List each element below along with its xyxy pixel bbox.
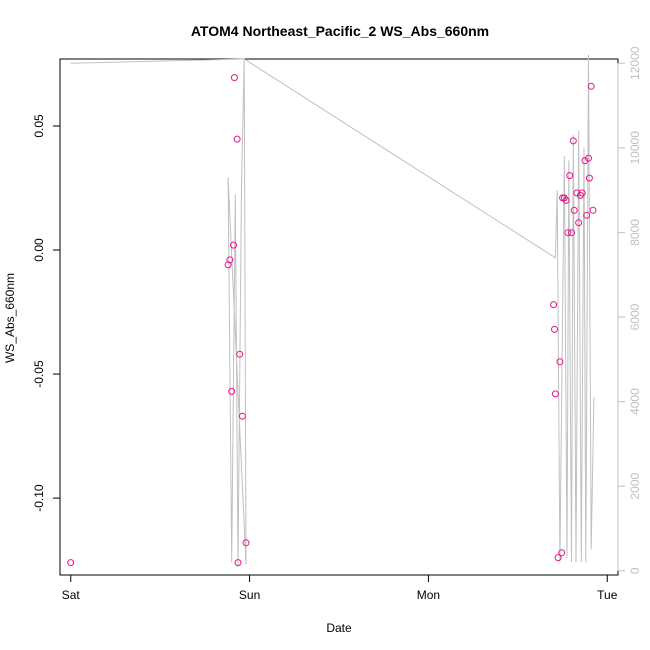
data-point: [230, 74, 238, 82]
data-point: [568, 229, 575, 237]
y-tick-label: -0.05: [32, 360, 46, 388]
y-tick-label: 0.05: [32, 114, 46, 138]
data-point: [551, 325, 558, 333]
x-tick-label: Sat: [62, 588, 81, 602]
data-point: [562, 196, 570, 204]
data-point: [589, 206, 597, 214]
data-point: [575, 219, 583, 227]
x-tick-label: Sun: [239, 588, 260, 602]
x-axis: Sat Sun Mon Tue: [62, 574, 618, 602]
data-point: [550, 301, 558, 309]
series-line: [70, 54, 595, 567]
data-point: [554, 554, 562, 562]
data-point: [228, 387, 236, 395]
data-point: [585, 154, 592, 162]
data-point: [569, 137, 577, 145]
y2-tick-label: 8000: [628, 219, 642, 246]
data-point: [67, 559, 75, 567]
data-point: [570, 206, 578, 214]
data-point: [230, 241, 237, 249]
y-tick-label: -0.10: [32, 484, 46, 512]
data-point: [238, 412, 246, 420]
y-axis-label: WS_Abs_660nm: [3, 273, 17, 363]
x-tick-label: Tue: [597, 588, 618, 602]
data-point: [556, 358, 564, 366]
y-tick-label: 0.00: [32, 238, 46, 262]
data-point: [242, 539, 250, 547]
y2-tick-label: 0: [628, 567, 642, 574]
data-point: [573, 189, 581, 197]
data-point: [551, 390, 559, 398]
data-point: [236, 350, 244, 358]
chart-title: ATOM4 Northeast_Pacific_2 WS_Abs_660nm: [191, 23, 489, 39]
data-point: [233, 135, 241, 143]
plot-frame: [59, 58, 619, 576]
x-tick-label: Mon: [417, 588, 440, 602]
data-point: [585, 174, 593, 182]
y2-tick-label: 12000: [628, 46, 642, 80]
data-point: [226, 256, 234, 264]
right-axis-series: [70, 54, 595, 567]
y2-tick-label: 10000: [628, 131, 642, 165]
data-point: [587, 82, 595, 90]
x-axis-label: Date: [326, 621, 352, 635]
data-point: [564, 229, 572, 237]
data-point: [234, 559, 242, 567]
data-points: [67, 74, 597, 567]
data-point: [558, 549, 566, 557]
data-point: [578, 189, 586, 197]
y2-tick-label: 6000: [628, 303, 642, 330]
y-axis: -0.10 -0.05 0.00 0.05: [32, 114, 61, 512]
right-y-axis: 0 2000 4000 6000 8000 10000 12000: [617, 46, 642, 574]
y2-tick-label: 2000: [628, 473, 642, 500]
y2-tick-label: 4000: [628, 388, 642, 415]
data-point: [566, 172, 574, 180]
data-point: [583, 211, 591, 219]
